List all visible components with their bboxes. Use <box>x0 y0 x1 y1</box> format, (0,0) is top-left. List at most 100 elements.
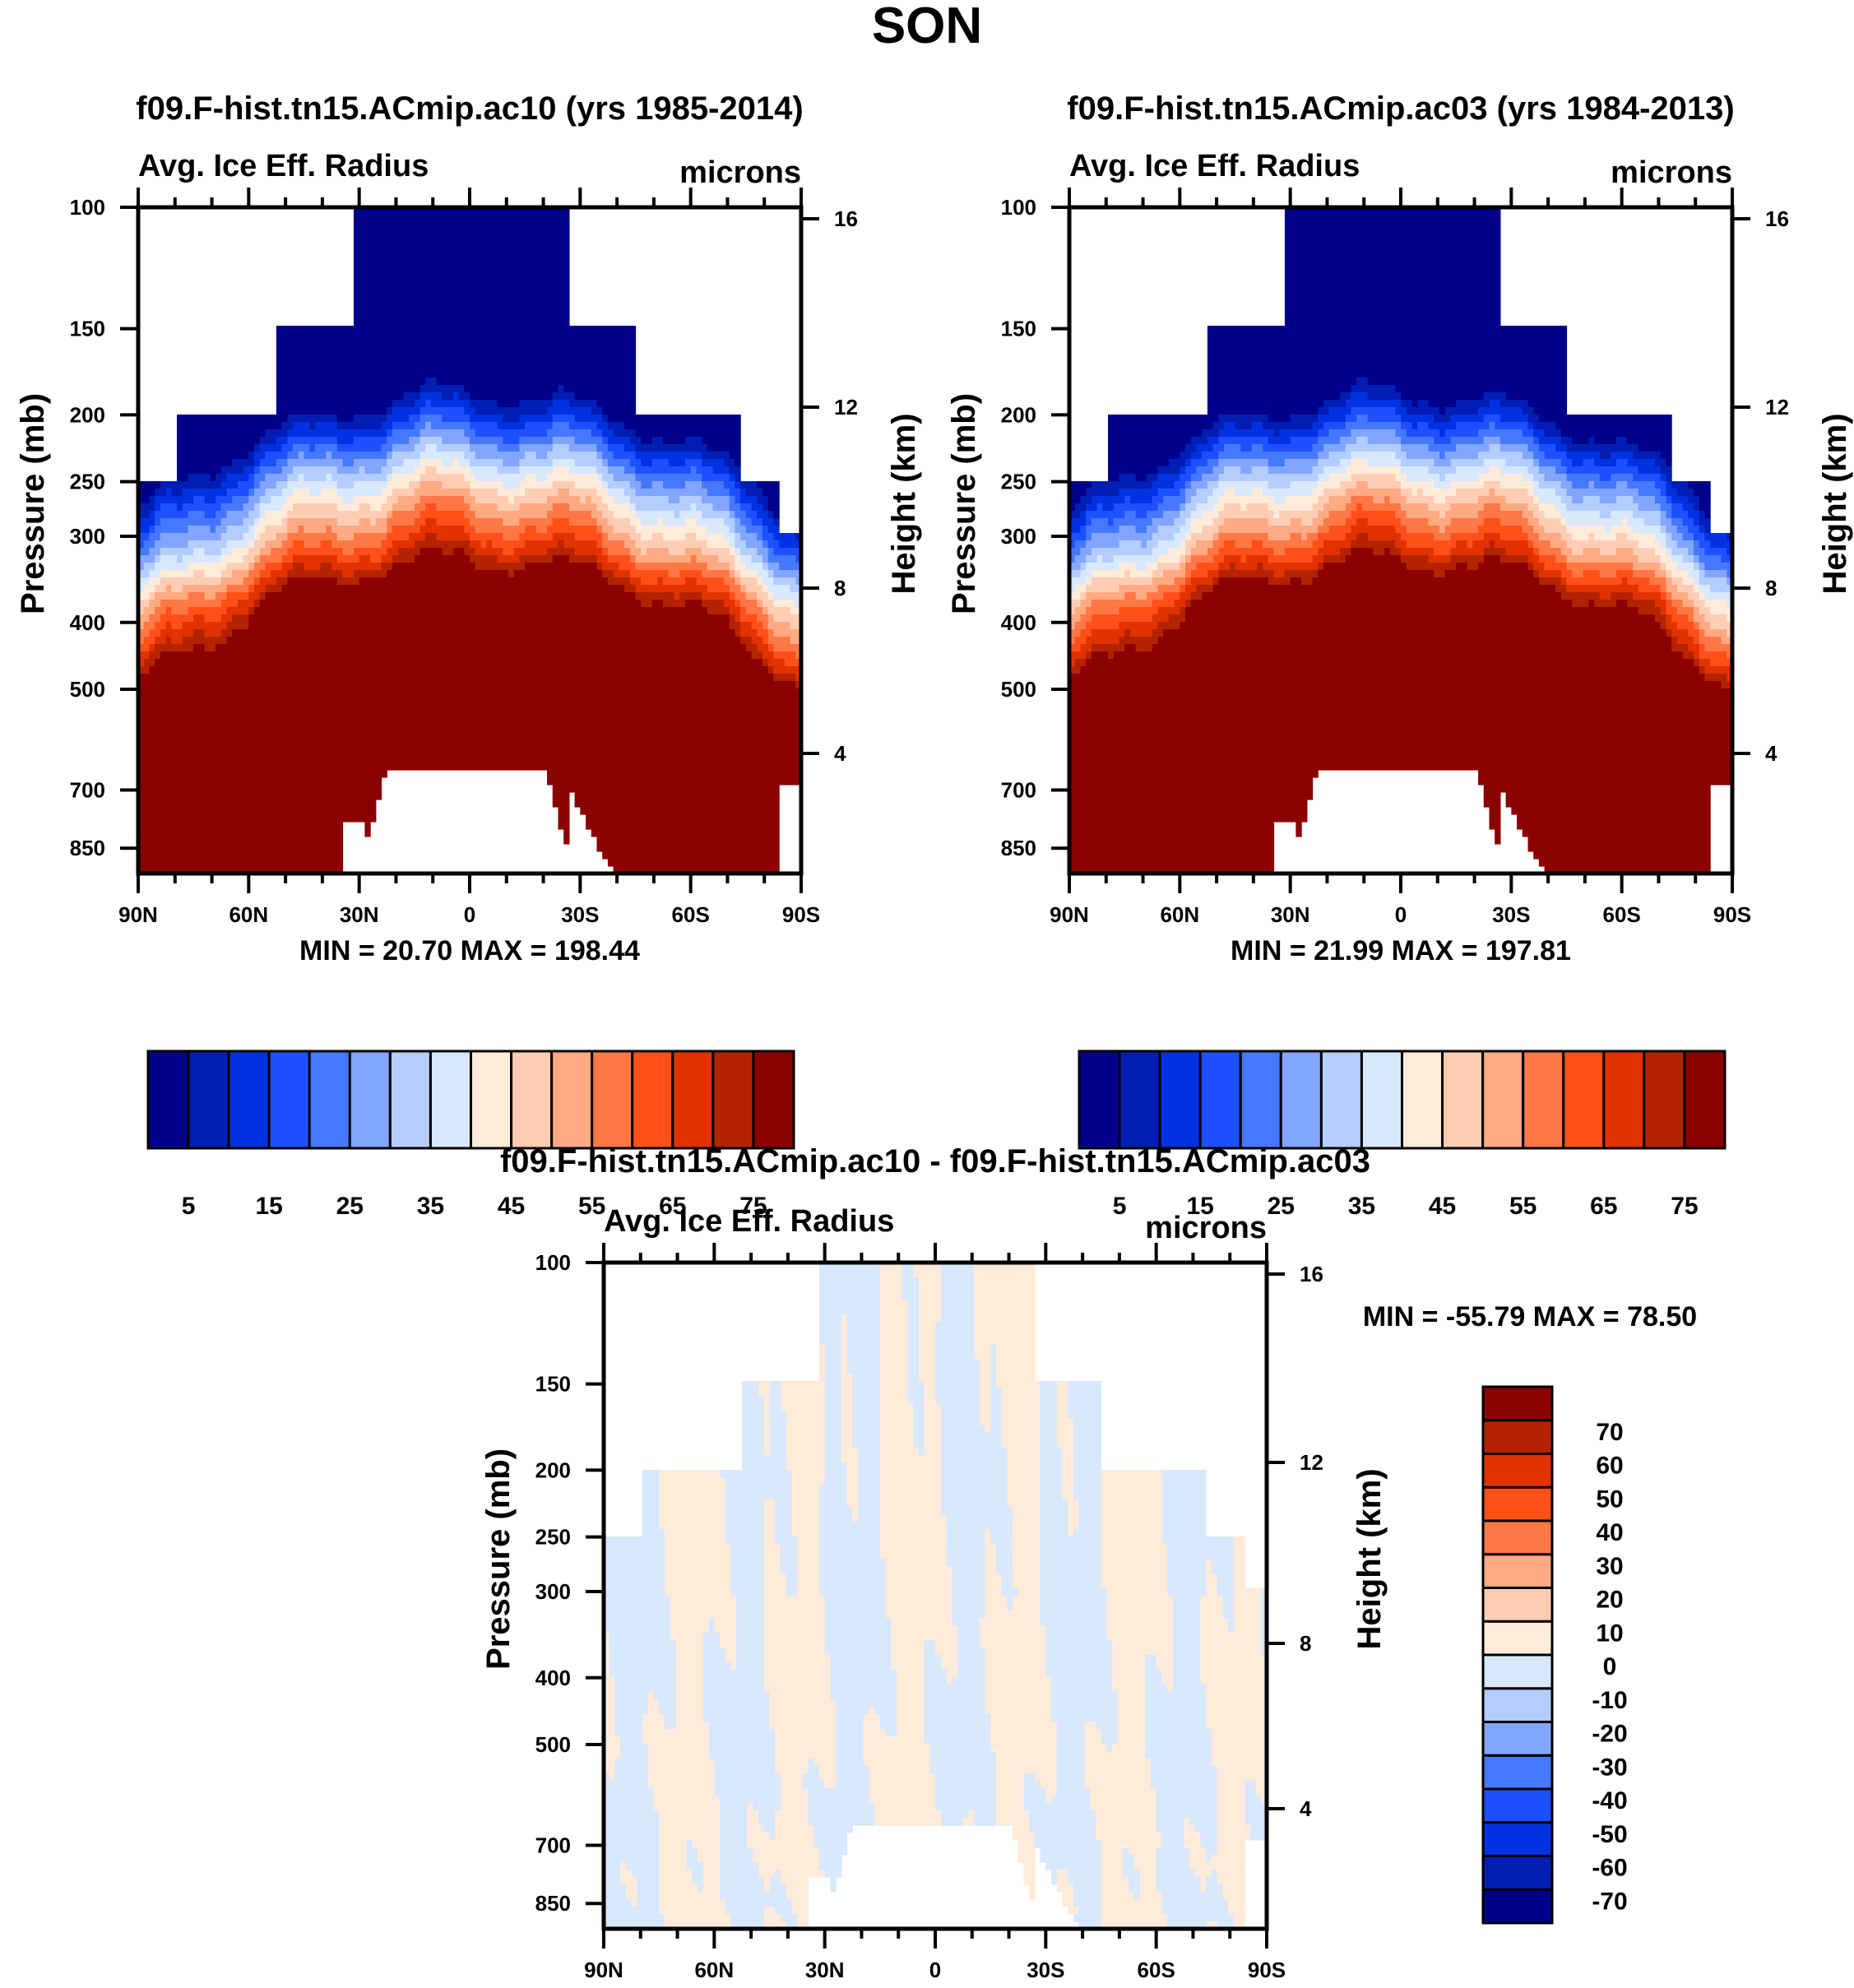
contour-cell <box>642 1485 660 1493</box>
x-tick-label: 30S <box>1492 902 1530 927</box>
contour-cell <box>160 629 194 637</box>
contour-cell <box>165 637 172 645</box>
y-right-tick-label: 12 <box>1300 1450 1323 1475</box>
contour-cell <box>702 452 730 460</box>
contour-cell <box>1190 533 1214 541</box>
contour-cell <box>1676 607 1694 615</box>
y-tick-label: 850 <box>1001 836 1036 860</box>
contour-cell <box>1145 1736 1212 1745</box>
contour-cell <box>458 459 470 467</box>
contour-cell <box>690 555 697 563</box>
contour-cell <box>563 385 637 393</box>
contour-cell <box>1268 415 1291 423</box>
contour-cell <box>735 518 741 526</box>
min-max-text: MIN = -55.79 MAX = 78.50 <box>1363 1301 1697 1332</box>
contour-cell <box>818 1773 837 1782</box>
contour-cell <box>708 1729 776 1737</box>
contour-cell <box>336 481 355 489</box>
contour-cell <box>863 1736 925 1745</box>
contour-cell <box>353 548 387 556</box>
contour-cell <box>596 836 780 845</box>
contour-cell <box>702 437 741 445</box>
contour-cell <box>824 1596 887 1604</box>
contour-cell <box>1211 1736 1268 1745</box>
contour-cell <box>1101 1899 1162 1907</box>
contour-cell <box>414 400 426 408</box>
contour-cell <box>995 1381 1041 1389</box>
colorbar-box <box>1481 1855 1554 1891</box>
contour-cell <box>604 1781 649 1789</box>
contour-cell <box>1106 1596 1174 1604</box>
contour-cell <box>613 570 631 578</box>
contour-cell <box>879 1425 914 1434</box>
contour-cell <box>1152 614 1170 623</box>
contour-cell <box>675 1684 704 1693</box>
contour-cell <box>740 570 758 578</box>
contour-cell <box>763 1559 781 1567</box>
contour-cell <box>143 622 155 630</box>
contour-cell <box>1318 407 1330 415</box>
contour-cell <box>414 540 470 549</box>
contour-cell <box>1074 503 1087 512</box>
colorbar-label: 0 <box>1603 1653 1617 1680</box>
contour-cell <box>1389 548 1402 556</box>
contour-cell <box>736 1610 765 1619</box>
contour-cell <box>769 1884 787 1893</box>
contour-cell <box>818 1270 881 1278</box>
contour-cell <box>1185 548 1192 556</box>
contour-cell <box>1013 1559 1041 1567</box>
contour-cell <box>619 563 637 571</box>
contour-cell <box>1312 540 1324 549</box>
contour-cell <box>276 577 288 586</box>
contour-cell <box>735 600 741 608</box>
contour-cell <box>818 1507 853 1515</box>
contour-cell <box>1073 1899 1102 1907</box>
contour-cell <box>1699 511 1706 519</box>
contour-cell <box>1190 570 1208 578</box>
contour-cell <box>287 496 344 504</box>
contour-cell <box>414 422 426 430</box>
contour-cell <box>979 1359 991 1367</box>
contour-cell <box>979 1374 991 1382</box>
contour-cell <box>642 1507 660 1515</box>
contour-cell <box>1180 474 1192 482</box>
contour-cell <box>1323 422 1346 430</box>
contour-cell <box>642 1736 710 1745</box>
contour-cell <box>690 503 697 512</box>
contour-cell <box>741 1440 765 1448</box>
contour-cell <box>1704 511 1711 519</box>
contour-cell <box>1013 1581 1041 1589</box>
contour-cell <box>381 466 393 475</box>
contour-cell <box>1180 526 1192 534</box>
contour-cell <box>824 1433 842 1441</box>
contour-cell <box>558 822 570 830</box>
contour-cell <box>692 1840 721 1848</box>
contour-cell <box>604 1773 610 1782</box>
colorbar-label: 25 <box>336 1193 364 1220</box>
contour-cell <box>1135 474 1147 482</box>
contour-cell <box>1312 489 1324 497</box>
contour-cell <box>1533 851 1711 860</box>
contour-cell <box>1566 474 1601 482</box>
contour-cell <box>1268 437 1291 445</box>
contour-cell <box>568 400 598 408</box>
contour-cell <box>1688 644 1700 652</box>
contour-cell <box>392 466 415 475</box>
contour-cell <box>841 1388 853 1397</box>
contour-cell <box>1218 570 1275 578</box>
contour-cell <box>624 466 637 475</box>
contour-cell <box>1167 1559 1207 1567</box>
x-tick-label: 90S <box>1248 1958 1286 1982</box>
contour-cell <box>1351 407 1396 415</box>
contour-cell <box>824 1647 892 1656</box>
contour-cell <box>751 622 763 630</box>
contour-cell <box>1615 600 1628 608</box>
contour-cell <box>1538 570 1562 578</box>
contour-cell <box>1040 1610 1107 1619</box>
contour-cell <box>1251 466 1269 475</box>
contour-cell <box>824 1470 848 1478</box>
contour-cell <box>990 1411 1003 1419</box>
contour-cell <box>1318 474 1330 482</box>
contour-cell <box>1401 392 1485 401</box>
